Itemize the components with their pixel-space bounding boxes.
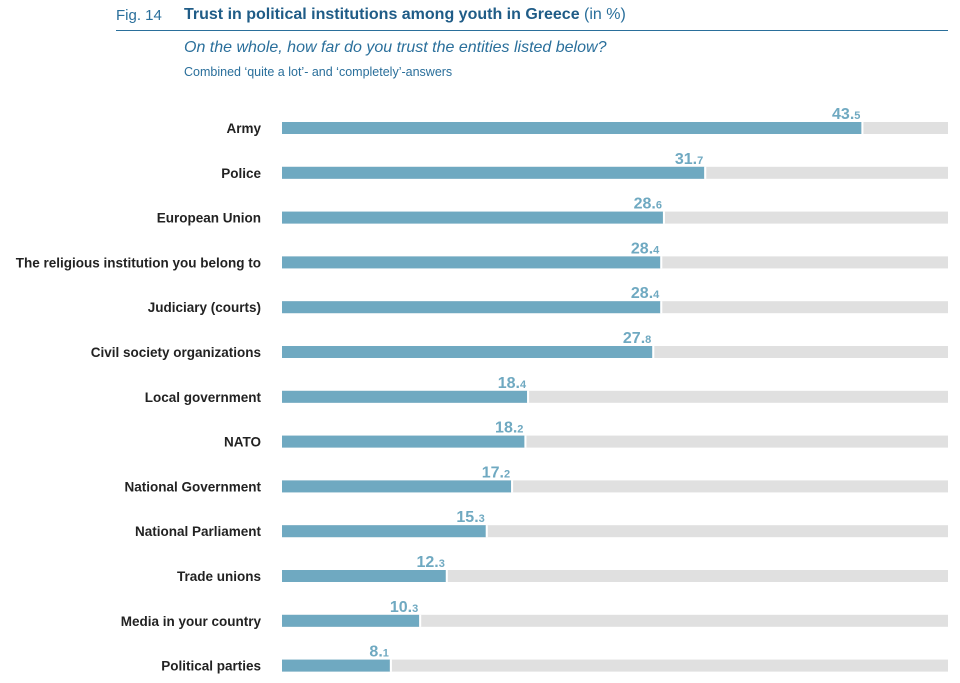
data-label: 28.4 — [631, 285, 660, 302]
category-label: Judiciary (courts) — [148, 300, 261, 315]
category-label: Media in your country — [121, 614, 262, 629]
bar — [282, 435, 525, 448]
chart-title-text: Trust in political institutions among yo… — [184, 6, 580, 23]
bar-end-divider — [524, 435, 527, 448]
data-label: 8.1 — [369, 644, 388, 661]
bar — [282, 211, 663, 224]
chart-header: Fig. 14 Trust in political institutions … — [0, 0, 960, 100]
bar — [282, 301, 661, 314]
bar — [282, 570, 446, 582]
bar — [282, 256, 661, 269]
bar — [282, 525, 486, 538]
answer-note: Combined ‘quite a lot’- and ‘completely’… — [184, 65, 453, 79]
category-label: Trade unions — [177, 569, 261, 584]
data-label: 17.2 — [482, 464, 510, 481]
data-label: 15.3 — [456, 509, 484, 526]
data-label: 18.2 — [495, 420, 523, 437]
bar-end-divider — [511, 480, 514, 493]
bar — [282, 346, 653, 358]
bar-end-divider — [704, 166, 707, 179]
data-label: 12.3 — [416, 554, 444, 571]
bar — [282, 614, 420, 627]
bar-end-divider — [660, 301, 663, 314]
bar-end-divider — [445, 570, 448, 582]
category-label: Local government — [145, 390, 262, 405]
category-label: European Union — [157, 211, 261, 226]
bar-end-divider — [861, 122, 864, 134]
data-label: 43.5 — [832, 106, 860, 123]
bar-end-divider — [485, 525, 488, 538]
data-label: 28.6 — [634, 196, 662, 213]
data-label: 27.8 — [623, 330, 651, 347]
bar — [282, 480, 512, 493]
bar — [282, 390, 528, 403]
bar-track — [282, 659, 948, 672]
category-label: NATO — [224, 435, 261, 450]
bar-end-divider — [419, 614, 422, 627]
title-divider — [116, 30, 948, 31]
data-label: 18.4 — [498, 375, 527, 392]
category-label: National Government — [124, 479, 261, 494]
data-label: 28.4 — [631, 240, 660, 257]
bar-end-divider — [389, 659, 392, 672]
data-label: 31.7 — [675, 151, 703, 168]
chart-title: Trust in political institutions among yo… — [184, 6, 626, 24]
chart-unit: (in %) — [584, 6, 626, 23]
bar-track — [282, 570, 948, 582]
bar-end-divider — [527, 390, 530, 403]
bar-end-divider — [662, 211, 665, 224]
category-label: The religious institution you belong to — [16, 255, 261, 270]
category-label: Civil society organizations — [91, 345, 261, 360]
bar — [282, 659, 390, 672]
bar — [282, 166, 705, 179]
figure-number: Fig. 14 — [116, 7, 162, 24]
category-label: Police — [221, 166, 261, 181]
bar — [282, 122, 862, 134]
data-label: 10.3 — [390, 599, 418, 616]
bar-track — [282, 614, 948, 627]
category-label: National Parliament — [135, 524, 262, 539]
category-label: Army — [226, 121, 261, 136]
category-label: Political parties — [161, 659, 261, 674]
bar-end-divider — [652, 346, 655, 358]
bar-end-divider — [660, 256, 663, 269]
survey-question: On the whole, how far do you trust the e… — [184, 39, 607, 56]
